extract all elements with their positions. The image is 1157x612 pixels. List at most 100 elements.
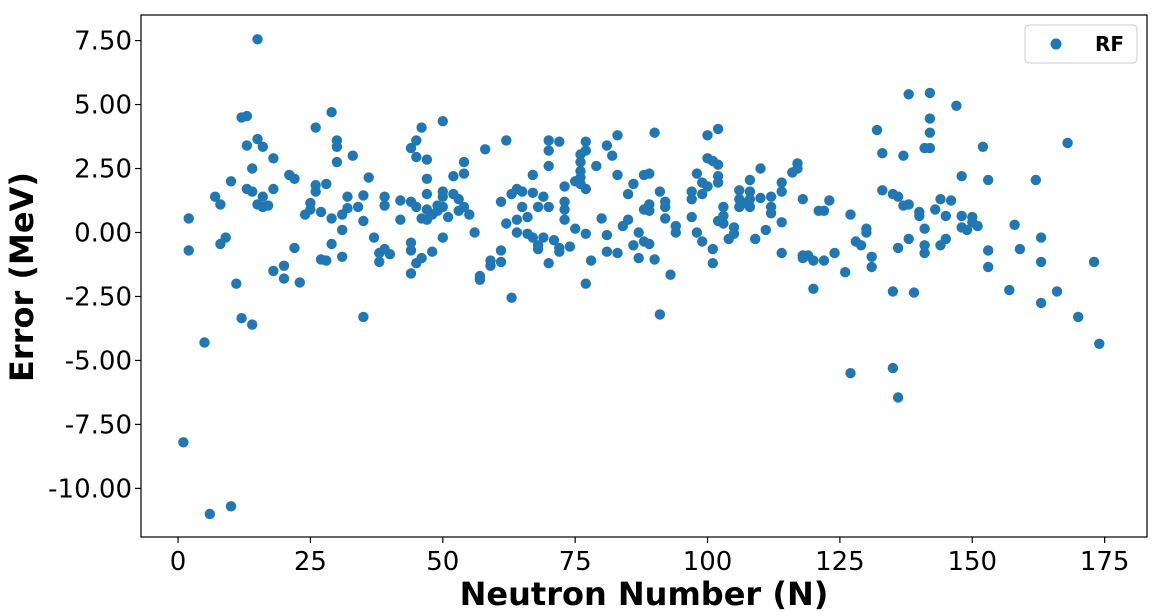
- data-point: [416, 252, 427, 264]
- data-point: [379, 191, 390, 202]
- data-point: [707, 258, 718, 269]
- data-point: [924, 87, 936, 99]
- data-point: [718, 218, 729, 229]
- data-point: [914, 210, 925, 222]
- data-point: [225, 176, 237, 187]
- data-point: [1030, 174, 1042, 186]
- data-point: [697, 188, 708, 200]
- data-point: [511, 214, 523, 225]
- data-point: [527, 169, 538, 181]
- y-tick-label: -5.00: [65, 346, 132, 376]
- x-axis: 0 25 50 75 100 125 150 175: [170, 537, 1129, 577]
- data-point: [405, 237, 417, 248]
- data-point: [612, 130, 623, 141]
- data-point: [178, 437, 189, 448]
- data-point: [903, 199, 914, 210]
- data-point: [712, 123, 724, 135]
- data-point: [268, 153, 279, 164]
- data-point: [506, 292, 517, 303]
- data-point: [368, 232, 380, 243]
- data-point: [919, 223, 930, 234]
- data-point: [892, 392, 904, 403]
- data-point: [654, 309, 666, 320]
- data-point: [215, 199, 226, 210]
- data-point: [405, 245, 417, 256]
- data-point: [411, 135, 422, 146]
- x-tick-label: 0: [170, 547, 187, 577]
- data-point: [755, 163, 766, 174]
- data-point: [554, 246, 565, 257]
- data-point: [527, 232, 538, 243]
- legend-box: [1024, 24, 1138, 64]
- data-point: [458, 201, 470, 213]
- data-point: [871, 124, 883, 136]
- data-point: [326, 213, 337, 224]
- data-point: [358, 215, 369, 227]
- data-point: [543, 201, 554, 213]
- data-point: [532, 243, 544, 255]
- data-point: [527, 187, 538, 198]
- data-point: [236, 313, 247, 324]
- data-point: [1088, 256, 1100, 268]
- data-point: [612, 247, 623, 259]
- data-point: [585, 255, 597, 266]
- data-point: [220, 232, 231, 243]
- data-point: [543, 145, 554, 156]
- data-point: [776, 177, 787, 188]
- data-point: [829, 247, 840, 259]
- data-point: [231, 278, 242, 289]
- data-point: [644, 205, 655, 216]
- data-point: [686, 211, 697, 223]
- data-point: [321, 255, 332, 266]
- data-point: [755, 192, 766, 204]
- data-point: [622, 214, 634, 225]
- data-point: [458, 156, 470, 168]
- data-point: [252, 133, 263, 145]
- data-point: [644, 168, 655, 179]
- data-point: [331, 156, 343, 168]
- data-point: [1035, 297, 1047, 309]
- data-point: [204, 508, 215, 520]
- data-point: [580, 136, 591, 147]
- data-point: [660, 213, 671, 224]
- data-point: [395, 214, 406, 225]
- data-point: [983, 174, 994, 186]
- data-point: [903, 233, 914, 245]
- data-point: [437, 201, 448, 213]
- data-point: [665, 269, 676, 280]
- data-point: [517, 201, 528, 213]
- data-point: [718, 210, 729, 222]
- data-point: [601, 140, 613, 151]
- data-point: [983, 261, 994, 273]
- x-tick-label: 75: [559, 547, 592, 577]
- data-point: [199, 337, 210, 348]
- data-point: [247, 319, 258, 330]
- data-point: [649, 254, 660, 265]
- data-point: [924, 142, 936, 154]
- data-point: [601, 246, 613, 257]
- data-point: [644, 238, 655, 250]
- data-point: [538, 232, 549, 243]
- data-point: [612, 169, 623, 181]
- data-point: [1009, 219, 1020, 230]
- data-point: [241, 110, 253, 122]
- data-point: [331, 141, 343, 152]
- data-point: [580, 145, 591, 156]
- data-point: [538, 191, 549, 202]
- data-point: [956, 210, 967, 222]
- data-point: [543, 135, 554, 146]
- data-point: [628, 240, 639, 251]
- y-tick-label: -10.00: [48, 474, 132, 504]
- legend-marker-rf: [1050, 38, 1062, 50]
- data-point: [358, 190, 369, 201]
- data-point: [384, 249, 396, 260]
- x-tick-label: 25: [294, 547, 327, 577]
- x-tick-label: 150: [947, 547, 997, 577]
- data-point: [866, 251, 877, 262]
- data-point: [183, 245, 194, 256]
- data-point: [501, 135, 512, 146]
- data-point: [1014, 243, 1026, 255]
- data-point: [405, 142, 417, 154]
- data-point: [570, 223, 581, 234]
- data-point: [209, 191, 221, 202]
